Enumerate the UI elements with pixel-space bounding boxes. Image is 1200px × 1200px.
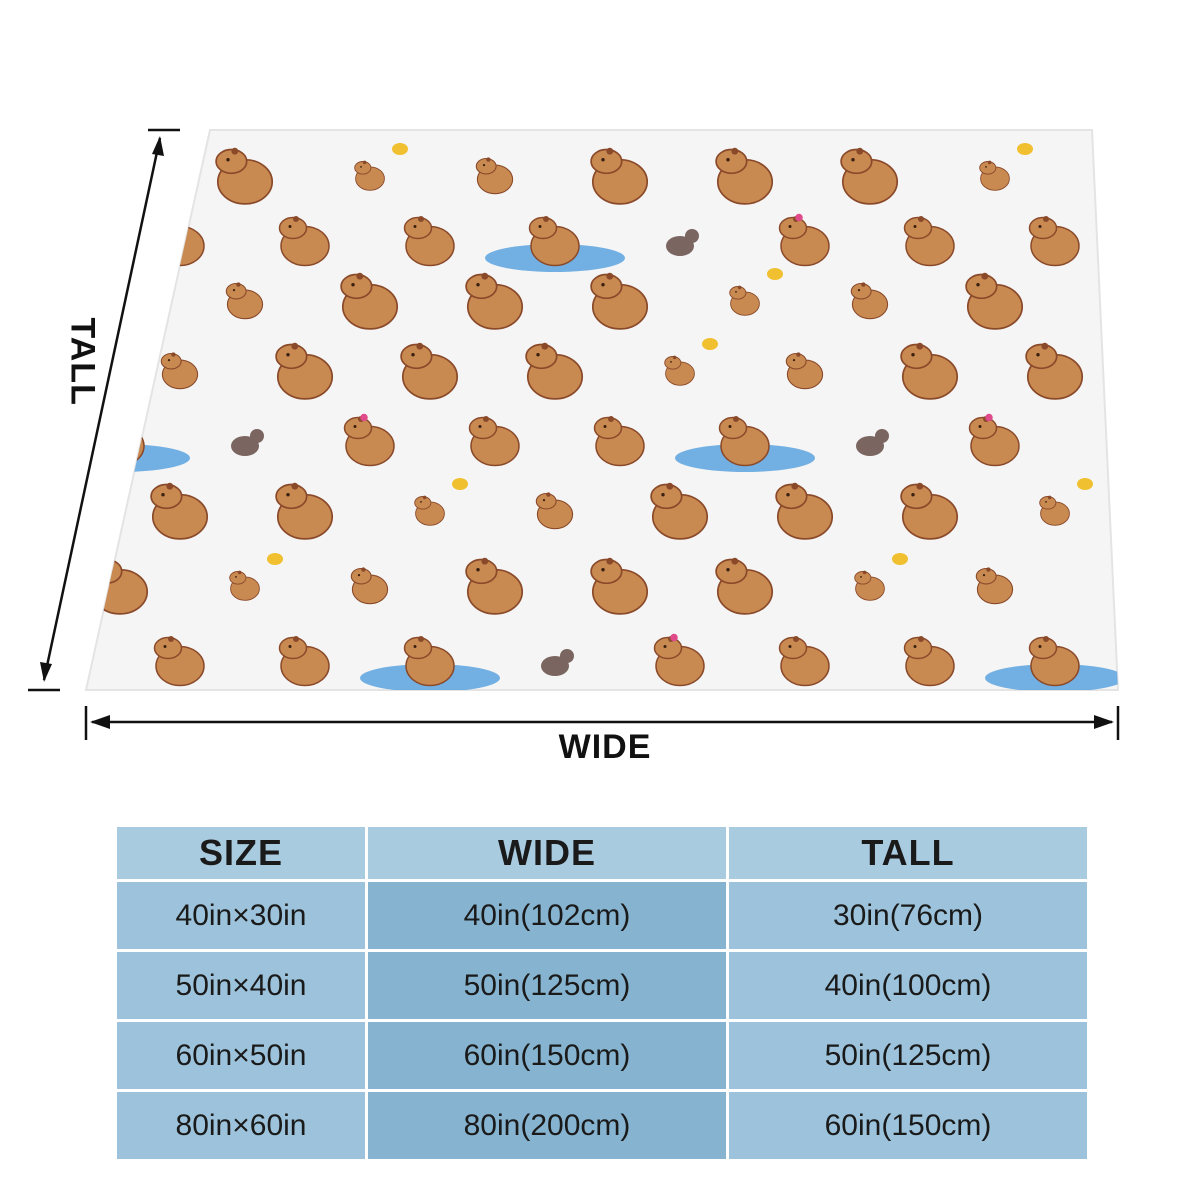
capybara-motif: [528, 216, 580, 267]
capybara-motif: [275, 482, 334, 540]
capybara-motif: [715, 147, 774, 205]
table-row: 50in×40in 50in(125cm) 40in(100cm): [117, 952, 1087, 1019]
wide-cell: 60in(150cm): [368, 1022, 726, 1089]
table-header-row: SIZE WIDE TALL: [117, 827, 1087, 879]
bird-motif: [452, 478, 468, 490]
size-cell: 60in×50in: [117, 1022, 365, 1089]
capybara-motif: [343, 413, 395, 467]
capybara-motif: [278, 636, 330, 687]
header-wide: WIDE: [368, 827, 726, 879]
wide-cell: 50in(125cm): [368, 952, 726, 1019]
header-tall: TALL: [729, 827, 1087, 879]
size-cell: 50in×40in: [117, 952, 365, 1019]
capybara-motif: [979, 160, 1010, 191]
capybara-motif: [475, 157, 514, 195]
capybara-motif: [1039, 495, 1070, 526]
bird-motif: [392, 143, 408, 155]
capybara-motif: [650, 482, 709, 540]
capybara-motif: [229, 570, 260, 601]
capybara-motif: [718, 416, 770, 467]
capybara-motif: [278, 216, 330, 267]
capybara-motif: [153, 636, 205, 687]
capybara-motif: [150, 482, 209, 540]
capybara-motif: [590, 147, 649, 205]
capybara-motif: [900, 482, 959, 540]
capybara-motif: [729, 285, 760, 316]
capybara-motif: [975, 567, 1014, 605]
small-animal-motif: [231, 429, 264, 456]
capybara-motif: [525, 342, 584, 400]
capybara-motif: [653, 633, 705, 687]
blanket-fabric: [84, 129, 1120, 691]
wide-cell: 40in(102cm): [368, 882, 726, 949]
capybara-motif: [215, 147, 274, 205]
capybara-motif: [465, 272, 524, 330]
bird-motif: [1017, 143, 1033, 155]
capybara-motif: [903, 636, 955, 687]
capybara-motif: [340, 272, 399, 330]
capybara-motif: [785, 352, 824, 390]
wide-cell: 80in(200cm): [368, 1092, 726, 1159]
capybara-motif: [350, 567, 389, 605]
wide-dimension-label: WIDE: [558, 728, 652, 766]
capybara-motif: [275, 342, 334, 400]
table-row: 80in×60in 80in(200cm) 60in(150cm): [117, 1092, 1087, 1159]
capybara-motif: [854, 570, 885, 601]
capybara-motif: [1025, 342, 1084, 400]
size-table: SIZE WIDE TALL 40in×30in 40in(102cm) 30i…: [114, 824, 1090, 1162]
size-cell: 80in×60in: [117, 1092, 365, 1159]
water-pool: [86, 444, 190, 472]
capybara-motif: [664, 355, 695, 386]
capybara-motif: [90, 147, 149, 205]
capybara-motif: [903, 216, 955, 267]
capybara-motif: [900, 342, 959, 400]
bird-motif: [142, 268, 158, 280]
capybara-motif: [840, 147, 899, 205]
capybara-motif: [590, 557, 649, 615]
blanket-dimension-diagram: [28, 128, 1120, 740]
capybara-motif: [968, 413, 1020, 467]
capybara-motif: [965, 272, 1024, 330]
small-animal-motif: [541, 649, 574, 676]
capybara-motif: [160, 352, 199, 390]
small-animal-motif: [666, 229, 699, 256]
tall-cell: 30in(76cm): [729, 882, 1087, 949]
bird-motif: [1077, 478, 1093, 490]
header-size: SIZE: [117, 827, 365, 879]
capybara-motif: [593, 416, 645, 467]
capybara-motif: [850, 282, 889, 320]
capybara-motif: [468, 416, 520, 467]
bird-motif: [892, 553, 908, 565]
tall-cell: 50in(125cm): [729, 1022, 1087, 1089]
capybara-motif: [104, 285, 135, 316]
capybara-motif: [715, 557, 774, 615]
capybara-motif: [354, 160, 385, 191]
capybara-motif: [775, 482, 834, 540]
small-animal-motif: [856, 429, 889, 456]
capybara-motif: [465, 557, 524, 615]
capybara-motif: [400, 342, 459, 400]
capybara-motif: [535, 492, 574, 530]
blanket-image: [84, 129, 1120, 691]
capybara-motif: [403, 636, 455, 687]
tall-cell: 60in(150cm): [729, 1092, 1087, 1159]
bird-motif: [702, 338, 718, 350]
tall-dimension-label: TALL: [63, 317, 102, 406]
capybara-motif: [225, 282, 264, 320]
table-row: 40in×30in 40in(102cm) 30in(76cm): [117, 882, 1087, 949]
capybara-motif: [403, 216, 455, 267]
size-cell: 40in×30in: [117, 882, 365, 949]
capybara-motif: [778, 213, 830, 267]
bird-motif: [267, 553, 283, 565]
tall-dimension-arrow: [28, 128, 180, 692]
capybara-motif: [414, 495, 445, 526]
tall-cell: 40in(100cm): [729, 952, 1087, 1019]
bird-motif: [767, 268, 783, 280]
wide-dimension-arrow: [84, 706, 1120, 740]
capybara-motif: [778, 636, 830, 687]
capybara-motif: [1028, 636, 1080, 687]
table-row: 60in×50in 60in(150cm) 50in(125cm): [117, 1022, 1087, 1089]
capybara-motif: [1028, 216, 1080, 267]
capybara-motif: [590, 272, 649, 330]
